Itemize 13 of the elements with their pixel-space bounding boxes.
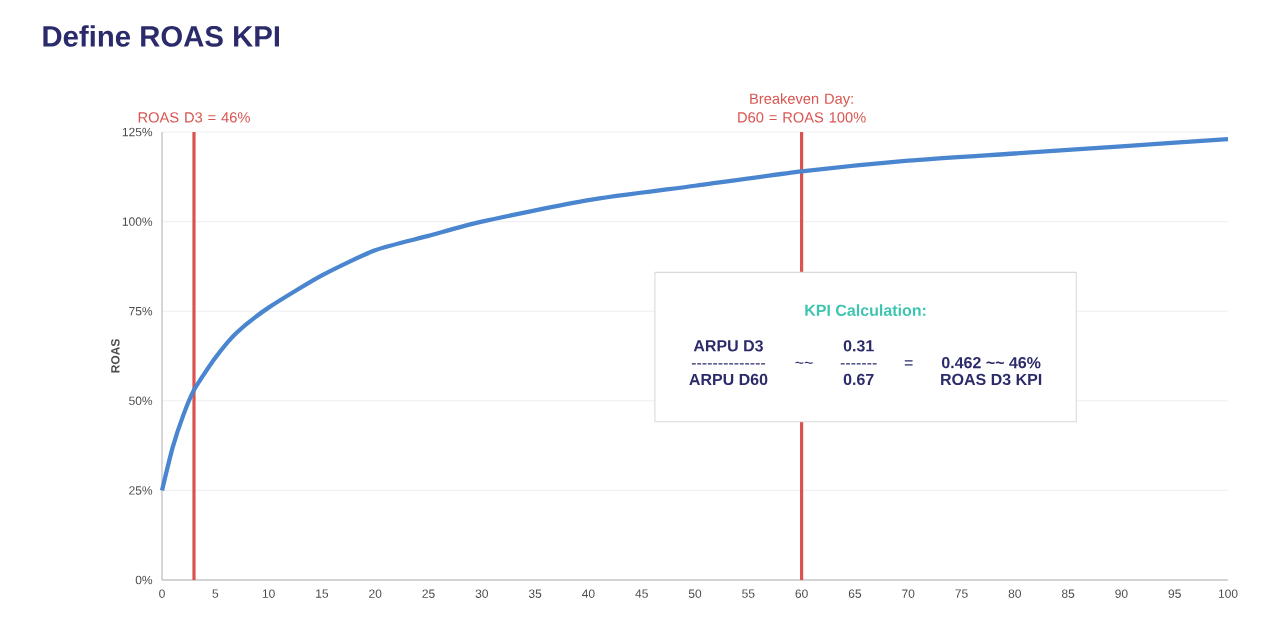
annotation: -------------- — [691, 363, 766, 365]
annotation: ------- — [840, 363, 877, 365]
annotation: ROAS D3 KPI — [941, 373, 1042, 386]
annotation: 0.67 — [843, 373, 874, 386]
annotation: = — [904, 360, 913, 366]
annotation: 0.462 ~~ 46% — [941, 356, 1041, 369]
annotation: ~~ — [795, 361, 813, 364]
annotation: ARPU D60 — [689, 373, 768, 386]
annotation: 0.31 — [843, 340, 874, 352]
line-series — [159, 137, 1231, 493]
chart-title: Define ROAS KPI — [43, 25, 280, 47]
annotation: KPI Calculation: — [805, 304, 926, 317]
annotation: ARPU D3 — [693, 340, 763, 352]
